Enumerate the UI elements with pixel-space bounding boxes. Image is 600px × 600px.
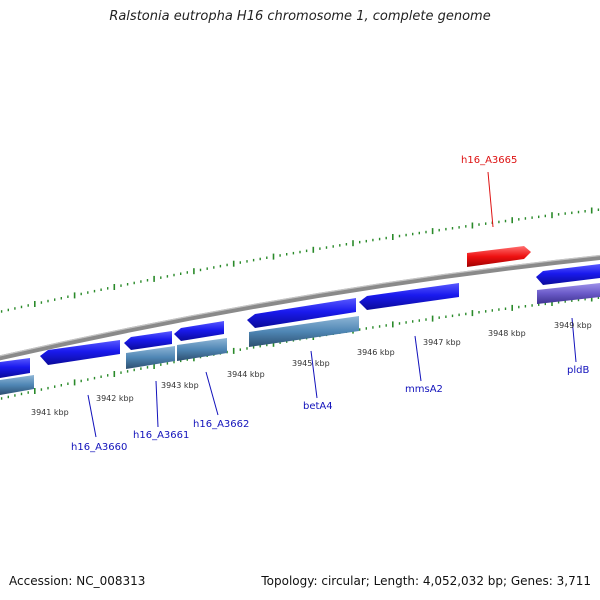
gene-label-beta4[interactable]: betA4	[303, 401, 333, 412]
leader-line	[87, 394, 97, 438]
gene-label-h16-a3660[interactable]: h16_A3660	[71, 442, 127, 453]
gene-label-h16-a3661[interactable]: h16_A3661	[133, 430, 189, 441]
gene-label-h16-a3662[interactable]: h16_A3662	[193, 419, 249, 430]
scale-label: 3941 kbp	[31, 408, 69, 417]
scale-labels: 3941 kbp 3942 kbp 3943 kbp 3944 kbp 3945…	[31, 321, 592, 417]
leader-line	[414, 335, 422, 382]
genome-summary-text: Topology: circular; Length: 4,052,032 bp…	[261, 574, 591, 588]
gene-block-reverse[interactable]	[0, 375, 34, 395]
leader-line	[205, 371, 219, 416]
gene-block-reverse[interactable]	[177, 338, 227, 361]
gene-label-mmsa2[interactable]: mmsA2	[405, 384, 443, 395]
reverse-strand-genes	[0, 283, 600, 395]
genome-backbone	[0, 255, 600, 361]
gene-arrow-highlight[interactable]	[467, 246, 531, 267]
gene-arrow-forward[interactable]	[174, 321, 224, 341]
label-leader-lines	[87, 171, 577, 438]
gene-arrow-forward[interactable]	[40, 340, 120, 365]
scale-label: 3945 kbp	[292, 359, 330, 368]
gene-arrow-forward[interactable]	[359, 283, 459, 310]
scale-label: 3946 kbp	[357, 348, 395, 357]
outer-tick-track	[0, 207, 600, 313]
genome-backbone-highlight	[0, 254, 600, 357]
scale-label: 3944 kbp	[227, 370, 265, 379]
scale-label: 3948 kbp	[488, 329, 526, 338]
scale-label: 3943 kbp	[161, 381, 199, 390]
leader-line	[155, 380, 159, 428]
forward-strand-genes	[0, 264, 600, 378]
gene-block-pseudo[interactable]	[537, 283, 600, 304]
leader-line	[310, 350, 318, 399]
gene-block-reverse[interactable]	[249, 316, 359, 347]
accession-text: Accession: NC_008313	[9, 574, 146, 588]
scale-label: 3947 kbp	[423, 338, 461, 347]
leader-line	[571, 317, 577, 363]
gene-arrow-forward[interactable]	[536, 264, 600, 285]
gene-label-pldb[interactable]: pldB	[567, 365, 589, 376]
scale-label: 3949 kbp	[554, 321, 592, 330]
gene-arrow-forward[interactable]	[247, 298, 356, 328]
gene-labels: h16_A3665 h16_A3660 h16_A3661 h16_A3662 …	[71, 155, 589, 453]
scale-label: 3942 kbp	[96, 394, 134, 403]
leader-line	[487, 171, 494, 228]
gene-block-reverse[interactable]	[126, 346, 175, 369]
map-title: Ralstonia eutropha H16 chromosome 1, com…	[109, 9, 491, 24]
gene-arrow-forward[interactable]	[0, 358, 30, 378]
gene-label-h16-a3665[interactable]: h16_A3665	[461, 155, 517, 166]
gene-arrow-forward[interactable]	[124, 331, 172, 350]
